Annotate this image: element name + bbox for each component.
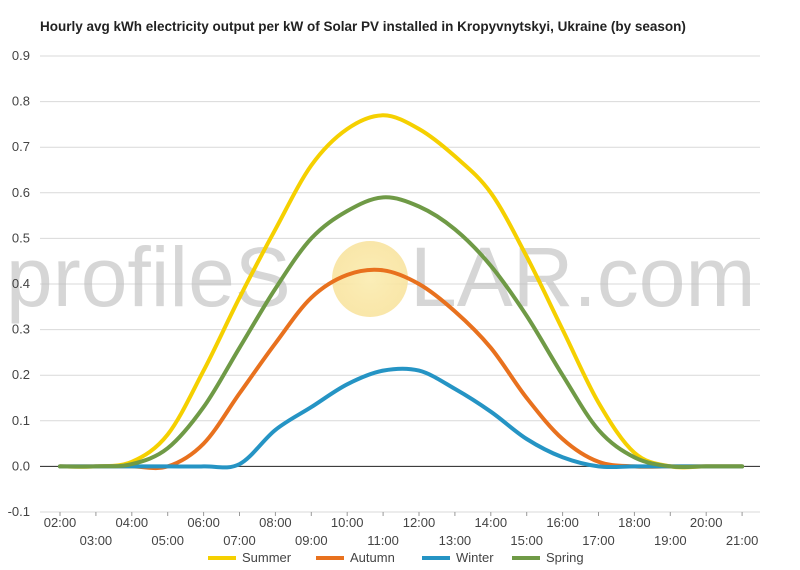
series-lines: [58, 113, 745, 471]
axes: -0.10.00.10.20.30.40.50.60.70.80.902:00 0…: [8, 48, 760, 548]
x-tick-label: 02:00: [44, 515, 77, 530]
legend-label-spring: Spring: [546, 550, 584, 565]
x-tick-label: 21:00: [726, 533, 759, 548]
x-tick-label: 03:00: [80, 533, 113, 548]
y-tick-label: 0.1: [12, 413, 30, 428]
x-tick-label: 16:00: [546, 515, 579, 530]
legend-label-summer: Summer: [242, 550, 292, 565]
y-tick-label: 0.9: [12, 48, 30, 63]
x-tick-label: 12:00: [403, 515, 436, 530]
x-tick-label: 06:00: [187, 515, 220, 530]
y-tick-label: 0.8: [12, 94, 30, 109]
x-tick-label: 15:00: [510, 533, 543, 548]
y-tick-label: 0.6: [12, 185, 30, 200]
x-tick-label: 10:00: [331, 515, 364, 530]
y-tick-label: 0.5: [12, 230, 30, 245]
x-tick-label: 18:00: [618, 515, 651, 530]
chart-title: Hourly avg kWh electricity output per kW…: [40, 19, 686, 34]
y-tick-label: 0.0: [12, 458, 30, 473]
series-line-summer: [58, 113, 745, 470]
legend-label-autumn: Autumn: [350, 550, 395, 565]
series-line-winter: [58, 366, 745, 470]
y-tick-label: 0.4: [12, 276, 30, 291]
y-tick-label: 0.2: [12, 367, 30, 382]
x-tick-label: 11:00: [367, 533, 399, 548]
legend-label-winter: Winter: [456, 550, 494, 565]
x-tick-label: 14:00: [475, 515, 508, 530]
y-tick-label: 0.3: [12, 322, 30, 337]
x-tick-label: 20:00: [690, 515, 723, 530]
y-tick-label: 0.7: [12, 139, 30, 154]
y-tick-label: -0.1: [8, 504, 30, 519]
x-tick-label: 08:00: [259, 515, 292, 530]
x-tick-label: 07:00: [223, 533, 256, 548]
watermark: profileS LAR.com: [6, 230, 755, 324]
watermark-text-left: profileS: [6, 230, 291, 324]
x-tick-label: 05:00: [151, 533, 184, 548]
x-tick-label: 13:00: [439, 533, 472, 548]
watermark-sun-icon: [332, 241, 408, 317]
x-tick-label: 04:00: [116, 515, 149, 530]
x-tick-label: 09:00: [295, 533, 328, 548]
x-tick-label: 17:00: [582, 533, 615, 548]
series-line-spring: [58, 195, 745, 470]
watermark-text-right: LAR.com: [410, 230, 755, 324]
x-tick-label: 19:00: [654, 533, 687, 548]
legend: Summer Autumn Winter Spring: [208, 550, 584, 565]
